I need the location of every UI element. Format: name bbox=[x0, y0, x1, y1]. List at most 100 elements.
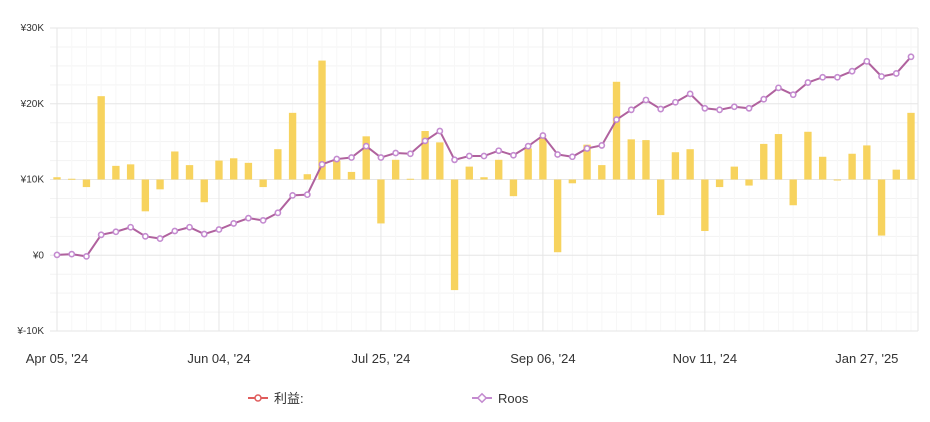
bar[interactable] bbox=[185, 165, 194, 180]
legend-item-roos[interactable]: Roos bbox=[472, 391, 529, 406]
roos-point[interactable] bbox=[421, 137, 429, 145]
roos-point[interactable] bbox=[200, 230, 208, 238]
roos-point[interactable] bbox=[112, 228, 120, 236]
bar[interactable] bbox=[495, 159, 503, 180]
bar[interactable] bbox=[657, 179, 665, 216]
roos-point[interactable] bbox=[642, 96, 650, 104]
bar[interactable] bbox=[68, 178, 76, 180]
roos-point[interactable] bbox=[583, 145, 591, 152]
bar[interactable] bbox=[53, 177, 61, 180]
roos-point[interactable] bbox=[701, 104, 709, 112]
bar[interactable] bbox=[818, 156, 827, 180]
roos-point[interactable] bbox=[686, 90, 694, 98]
roos-point[interactable] bbox=[186, 223, 193, 231]
bar[interactable] bbox=[774, 134, 783, 180]
roos-point[interactable] bbox=[613, 116, 620, 124]
legend-item-profit[interactable]: 利益: bbox=[248, 391, 304, 406]
roos-point[interactable] bbox=[760, 95, 768, 103]
bar[interactable] bbox=[318, 60, 326, 180]
bar[interactable] bbox=[907, 112, 915, 180]
bar[interactable] bbox=[200, 179, 208, 203]
roos-point[interactable] bbox=[303, 191, 311, 199]
roos-point[interactable] bbox=[333, 155, 341, 163]
bar[interactable] bbox=[377, 179, 385, 224]
roos-point[interactable] bbox=[451, 156, 458, 164]
bar[interactable] bbox=[760, 143, 768, 180]
roos-point[interactable] bbox=[789, 91, 797, 99]
roos-point[interactable] bbox=[495, 147, 503, 155]
roos-point[interactable] bbox=[156, 235, 164, 242]
roos-point[interactable] bbox=[892, 70, 900, 77]
bar[interactable] bbox=[730, 166, 738, 180]
bar[interactable] bbox=[612, 81, 621, 180]
roos-point[interactable] bbox=[406, 150, 414, 158]
roos-point[interactable] bbox=[289, 192, 296, 199]
bar[interactable] bbox=[436, 142, 444, 180]
roos-point[interactable] bbox=[53, 251, 61, 259]
bar[interactable] bbox=[745, 179, 753, 186]
roos-point[interactable] bbox=[568, 153, 576, 161]
roos-point[interactable] bbox=[539, 132, 547, 139]
bar[interactable] bbox=[391, 159, 400, 180]
roos-point[interactable] bbox=[465, 152, 473, 160]
bar[interactable] bbox=[288, 112, 297, 180]
bar[interactable] bbox=[848, 153, 856, 180]
bar[interactable] bbox=[215, 160, 223, 180]
roos-point[interactable] bbox=[554, 151, 562, 158]
bar[interactable] bbox=[171, 151, 179, 180]
bar[interactable] bbox=[347, 171, 356, 180]
bar[interactable] bbox=[568, 179, 577, 184]
roos-point[interactable] bbox=[524, 142, 532, 150]
bar[interactable] bbox=[82, 179, 91, 188]
roos-point[interactable] bbox=[362, 142, 370, 150]
roos-point[interactable] bbox=[863, 57, 871, 65]
roos-point[interactable] bbox=[348, 154, 355, 161]
roos-point[interactable] bbox=[804, 79, 812, 86]
bar[interactable] bbox=[642, 140, 650, 180]
roos-point[interactable] bbox=[672, 98, 679, 106]
bar[interactable] bbox=[833, 179, 842, 181]
roos-point[interactable] bbox=[230, 220, 238, 227]
bar[interactable] bbox=[465, 166, 473, 180]
bar[interactable] bbox=[524, 148, 532, 180]
roos-point[interactable] bbox=[627, 106, 635, 114]
roos-point[interactable] bbox=[730, 103, 738, 111]
bar[interactable] bbox=[804, 131, 812, 180]
roos-point[interactable] bbox=[141, 232, 149, 240]
bar[interactable] bbox=[156, 179, 164, 190]
roos-point[interactable] bbox=[907, 53, 915, 61]
bar[interactable] bbox=[97, 96, 105, 180]
bar[interactable] bbox=[863, 145, 871, 180]
bar[interactable] bbox=[539, 137, 547, 180]
bar[interactable] bbox=[671, 152, 680, 180]
roos-point[interactable] bbox=[598, 142, 606, 149]
bar[interactable] bbox=[303, 174, 311, 180]
roos-point[interactable] bbox=[127, 223, 135, 231]
roos-point[interactable] bbox=[171, 227, 179, 235]
bar[interactable] bbox=[421, 131, 429, 180]
roos-point[interactable] bbox=[745, 104, 753, 112]
roos-point[interactable] bbox=[657, 105, 665, 113]
roos-point[interactable] bbox=[392, 149, 400, 157]
legend[interactable]: 利益: Roos bbox=[248, 391, 529, 406]
bar[interactable] bbox=[259, 179, 267, 188]
bar[interactable] bbox=[627, 139, 635, 180]
roos-point[interactable] bbox=[848, 67, 856, 75]
bar[interactable] bbox=[789, 179, 797, 206]
bar[interactable] bbox=[406, 178, 415, 180]
bar[interactable] bbox=[509, 179, 518, 197]
bar[interactable] bbox=[141, 179, 150, 212]
roos-point[interactable] bbox=[510, 151, 517, 159]
bar[interactable] bbox=[244, 162, 253, 180]
bar[interactable] bbox=[230, 158, 238, 180]
bar[interactable] bbox=[686, 149, 694, 180]
bar[interactable] bbox=[333, 160, 341, 180]
roos-point[interactable] bbox=[819, 73, 827, 81]
roos-point[interactable] bbox=[775, 84, 782, 92]
roos-point[interactable] bbox=[274, 209, 282, 217]
roos-point[interactable] bbox=[245, 214, 252, 222]
bar[interactable] bbox=[583, 144, 591, 180]
bar[interactable] bbox=[553, 179, 562, 253]
bar[interactable] bbox=[892, 169, 900, 180]
roos-point[interactable] bbox=[878, 73, 885, 80]
